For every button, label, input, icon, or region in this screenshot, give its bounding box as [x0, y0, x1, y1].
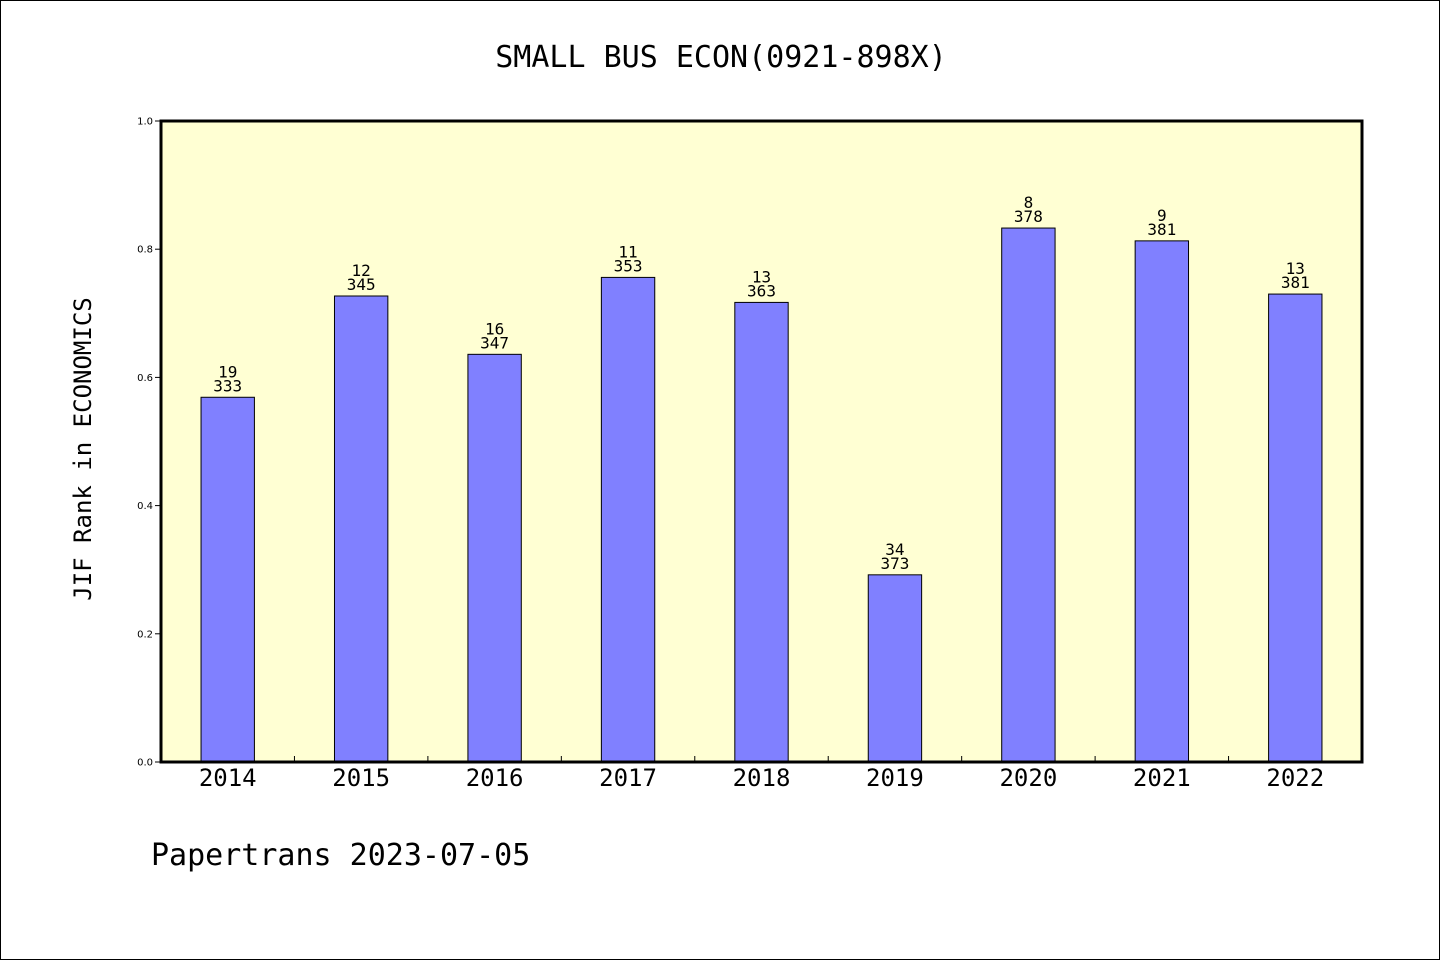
bar-total-label: 345 — [347, 275, 376, 294]
bar-2017 — [600, 276, 656, 763]
bar-2019 — [867, 574, 923, 763]
x-tick-label: 2020 — [999, 764, 1057, 792]
bar-rank-label: 11 — [618, 242, 637, 261]
bar-rank-label: 9 — [1157, 206, 1167, 225]
bar-rank-label: 16 — [485, 319, 504, 338]
x-tick-label: 2017 — [599, 764, 657, 792]
bar-total-label: 353 — [614, 256, 643, 275]
bar-total-label: 381 — [1147, 220, 1176, 239]
y-tick-label: 0.2 — [137, 629, 153, 640]
bar-2014 — [200, 396, 255, 763]
x-tick-label: 2021 — [1133, 764, 1191, 792]
plot-border — [159, 119, 1364, 764]
bar-2021 — [1134, 240, 1190, 763]
bar-total-label: 333 — [213, 376, 242, 395]
footer-note: Papertrans 2023-07-05 — [151, 838, 530, 873]
bar-rank-label: 13 — [1286, 259, 1305, 278]
chart-title: SMALL BUS ECON(0921-898X) — [495, 40, 947, 75]
bar-2018 — [734, 301, 789, 763]
y-axis-ticks: 0.0 0.2 0.4 0.6 0.8 1.0 — [137, 117, 161, 769]
y-tick-label: 1.0 — [137, 117, 153, 128]
bar-total-label: 347 — [480, 333, 509, 352]
bar-2020 — [1001, 227, 1056, 763]
x-tick-label: 2016 — [466, 764, 524, 792]
bar-rank-label: 19 — [218, 362, 237, 381]
x-tick-label: 2018 — [733, 764, 791, 792]
x-tick-label: 2019 — [866, 764, 924, 792]
bar-rank-label: 13 — [752, 267, 771, 286]
bar-2015 — [333, 295, 389, 763]
y-tick-label: 0.0 — [137, 758, 153, 769]
y-axis-label: JIF Rank in ECONOMICS — [69, 297, 97, 600]
bar-rank-label: 12 — [352, 261, 371, 280]
x-tick-label: 2015 — [332, 764, 390, 792]
bar-total-label: 381 — [1281, 273, 1310, 292]
bar-total-label: 373 — [880, 554, 909, 573]
bar-total-label: 378 — [1014, 207, 1043, 226]
y-tick-label: 0.8 — [137, 245, 153, 256]
x-axis-ticks: 2014 2015 2016 2017 2018 2019 2020 2021 2022 — [199, 756, 1324, 792]
x-tick-label: 2022 — [1266, 764, 1324, 792]
bar-rank-label: 34 — [885, 540, 904, 559]
bar-2022 — [1268, 293, 1323, 763]
y-tick-label: 0.6 — [137, 373, 153, 384]
y-tick-label: 0.4 — [137, 501, 153, 512]
x-tick-label: 2014 — [199, 764, 257, 792]
bar-2016 — [467, 353, 522, 763]
bar-total-label: 363 — [747, 281, 776, 300]
bar-rank-label: 8 — [1024, 193, 1034, 212]
